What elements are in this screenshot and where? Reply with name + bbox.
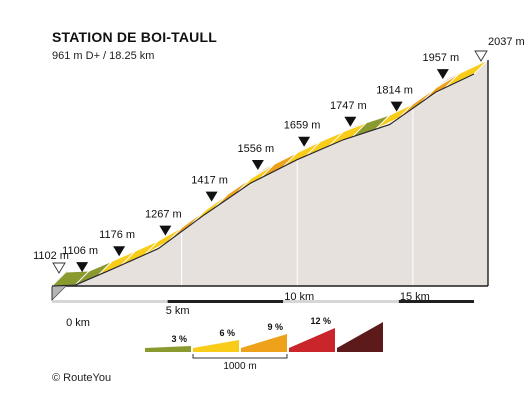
- elevation-label: 1957 m: [422, 52, 459, 64]
- elevation-label: 1556 m: [238, 143, 275, 155]
- legend-label: 9 %: [267, 322, 283, 332]
- profile-front-edge: [51, 73, 475, 287]
- baseline-band-0: [52, 300, 168, 303]
- legend-wedge: [145, 346, 191, 352]
- elevation-label: 1417 m: [191, 175, 228, 187]
- routeyou-credit: © RouteYou: [52, 372, 112, 384]
- baseline-band-1: [167, 300, 284, 303]
- elevation-marker-icon: [76, 262, 89, 273]
- elevation-marker-icon: [251, 160, 264, 171]
- elevation-label: 1659 m: [284, 120, 321, 132]
- elevation-marker-icon: [205, 191, 218, 202]
- x-tick-label: 0 km: [66, 317, 90, 329]
- start-marker-icon: [52, 262, 66, 274]
- elevation-marker-icon: [344, 116, 357, 127]
- x-tick-label: 10 km: [284, 291, 314, 303]
- legend-wedge: [241, 334, 287, 352]
- elevation-label: 1106 m: [62, 245, 98, 257]
- legend-label: 12 %: [310, 316, 331, 326]
- elevation-marker-icon: [113, 246, 126, 257]
- legend-scale-bracket: [192, 354, 288, 359]
- legend-label: 3 %: [171, 334, 187, 344]
- elevation-marker-icon: [390, 101, 403, 112]
- baseline-band-2: [283, 300, 399, 303]
- elevation-marker-icon: [436, 69, 449, 80]
- legend-scale-label: 1000 m: [223, 361, 256, 372]
- baseline-band-3: [398, 300, 474, 303]
- elevation-marker-icon: [159, 225, 172, 236]
- elevation-label: 1102 m: [33, 250, 69, 262]
- elevation-label: 2037 m: [488, 36, 525, 48]
- elevation-label: 1267 m: [145, 209, 182, 221]
- legend-wedge: [193, 340, 239, 352]
- elevation-label: 1814 m: [376, 85, 413, 97]
- legend-wedge: [289, 328, 335, 352]
- elevation-label: 1747 m: [330, 100, 367, 112]
- end-marker-icon: [474, 50, 488, 62]
- x-tick-label: 15 km: [400, 291, 430, 303]
- legend-wedge: [337, 322, 383, 352]
- x-tick-label: 5 km: [166, 305, 190, 317]
- profile-back-wall: [65, 59, 489, 287]
- legend-label: 6 %: [219, 328, 235, 338]
- elevation-marker-icon: [298, 136, 311, 147]
- elevation-label: 1176 m: [99, 229, 135, 241]
- chart-subtitle: 961 m D+ / 18.25 km: [52, 50, 155, 62]
- chart-title: STATION DE BOI-TAULL: [52, 29, 217, 45]
